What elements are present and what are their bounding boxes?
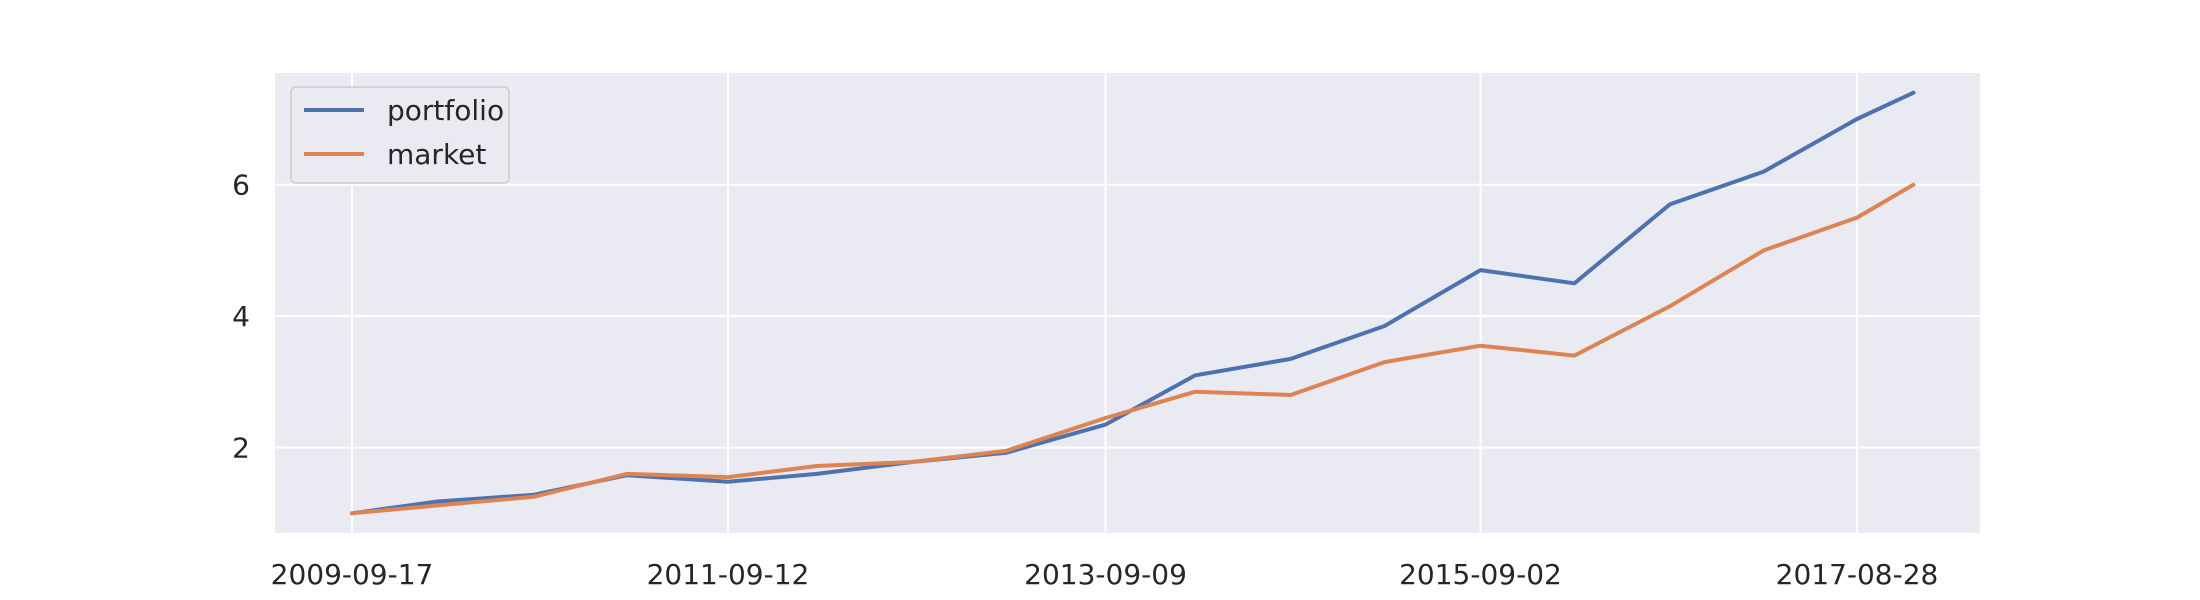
plot-area: [275, 73, 1980, 533]
x-tick-label: 2017-08-28: [1776, 558, 1939, 591]
tick-labels: 2 4 6 2009-09-17 2011-09-12 2013-09-09 2015-09…: [232, 169, 1938, 591]
series-line-market: [350, 182, 1916, 516]
x-tick-label: 2015-09-02: [1399, 558, 1562, 591]
series-lines: [350, 90, 1916, 516]
y-tick-label: 4: [232, 300, 250, 333]
legend-label-portfolio: portfolio: [387, 94, 504, 127]
x-tick-label: 2011-09-12: [647, 558, 810, 591]
grid: [275, 73, 1980, 533]
y-tick-label: 2: [232, 432, 250, 465]
legend: portfolio market: [290, 86, 510, 184]
x-tick-label: 2009-09-17: [271, 558, 434, 591]
y-tick-label: 6: [232, 169, 250, 202]
x-tick-label: 2013-09-09: [1024, 558, 1187, 591]
legend-label-market: market: [387, 138, 486, 171]
